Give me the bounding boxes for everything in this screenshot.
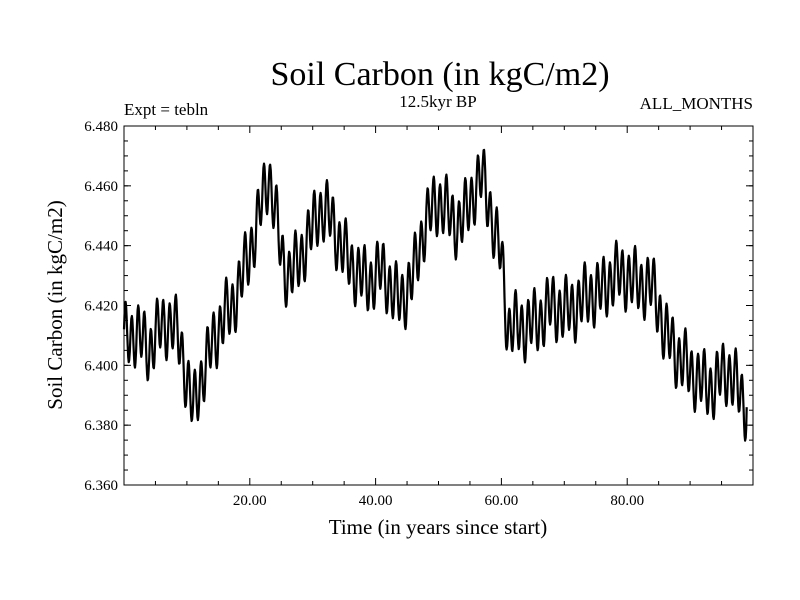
y-tick-label: 6.400 — [84, 358, 118, 374]
y-axis-label: Soil Carbon (in kgC/m2) — [43, 200, 67, 409]
soil-carbon-line — [122, 148, 748, 442]
y-tick-label: 6.360 — [84, 478, 118, 494]
x-tick-label: 20.00 — [233, 493, 267, 509]
x-tick-label: 80.00 — [610, 493, 644, 509]
data-series — [122, 148, 748, 442]
axis-tick-labels: 6.360 6.380 6.400 6.420 6.440 6.460 6.480 20.00… — [84, 119, 644, 509]
period-label: 12.5kyr BP — [399, 92, 476, 111]
y-tick-label: 6.480 — [84, 119, 118, 135]
months-label: ALL_MONTHS — [640, 94, 753, 113]
experiment-label: Expt = tebln — [124, 100, 209, 119]
x-tick-label: 60.00 — [485, 493, 519, 509]
y-tick-label: 6.380 — [84, 418, 118, 434]
y-tick-label: 6.440 — [84, 239, 118, 255]
chart-title: Soil Carbon (in kgC/m2) — [270, 56, 609, 93]
x-tick-label: 40.00 — [359, 493, 393, 509]
y-tick-label: 6.460 — [84, 179, 118, 195]
y-tick-label: 6.420 — [84, 299, 118, 315]
x-axis-label: Time (in years since start) — [329, 515, 548, 539]
